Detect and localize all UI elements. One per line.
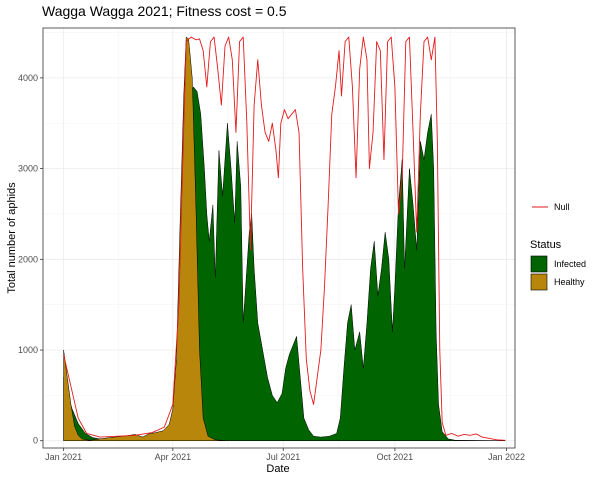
legend-key-infected xyxy=(530,255,548,273)
line-series-null xyxy=(63,36,506,441)
y-tick-label-1000: 1000 xyxy=(18,345,38,355)
legend: Null Status Infected Healthy xyxy=(530,202,586,291)
legend-title-status: Status xyxy=(530,239,562,251)
legend-label-infected: Infected xyxy=(554,259,586,269)
legend-label-healthy: Healthy xyxy=(554,277,585,287)
y-tick-label-0: 0 xyxy=(33,436,38,446)
y-tick-label-2000: 2000 xyxy=(18,254,38,264)
chart-title: Wagga Wagga 2021; Fitness cost = 0.5 xyxy=(42,3,287,19)
legend-label-null: Null xyxy=(554,202,570,212)
x-axis-title: Date xyxy=(266,463,289,475)
y-axis: 0 1000 2000 3000 4000 xyxy=(18,73,43,446)
x-tick-label-1: Apr 2021 xyxy=(155,452,192,462)
y-tick-label-4000: 4000 xyxy=(18,73,38,83)
line-series-group xyxy=(63,36,506,441)
x-tick-label-3: Oct 2021 xyxy=(377,452,414,462)
x-axis: Jan 2021 Apr 2021 Jul 2021 Oct 2021 Jan 2022 xyxy=(45,448,525,462)
x-tick-label-2: Jul 2021 xyxy=(266,452,300,462)
legend-key-healthy xyxy=(530,273,548,291)
plot-border xyxy=(42,27,516,449)
y-axis-title: Total number of aphids xyxy=(6,182,18,294)
x-tick-label-4: Jan 2022 xyxy=(488,452,525,462)
x-tick-label-0: Jan 2021 xyxy=(45,452,82,462)
plot-panel xyxy=(43,28,515,448)
area-series-healthy xyxy=(63,36,506,441)
area-series-group xyxy=(63,36,506,441)
y-tick-label-3000: 3000 xyxy=(18,164,38,174)
grid-minor-lines xyxy=(43,28,515,448)
